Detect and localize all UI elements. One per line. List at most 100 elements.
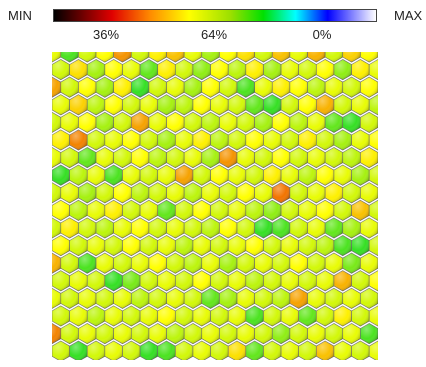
heatmap-cell-shade xyxy=(131,288,149,309)
heatmap-cell-shade xyxy=(298,94,317,115)
heatmap-cell-shade xyxy=(333,341,352,360)
heatmap-cell-shade xyxy=(157,341,176,360)
heatmap-cell-shade xyxy=(122,94,141,115)
heatmap-cell-shade xyxy=(166,147,185,168)
heatmap-cell-shade xyxy=(307,323,326,344)
heatmap-cell-shade xyxy=(237,253,255,274)
heatmap-cell-shade xyxy=(52,77,61,98)
heatmap-cell-shade xyxy=(351,235,370,256)
heatmap-cell-shade xyxy=(228,129,246,151)
heatmap-cell-shade xyxy=(237,112,255,133)
heatmap-cell-shade xyxy=(60,253,79,274)
heatmap-cell-shade xyxy=(351,129,370,151)
heatmap-cell-shade xyxy=(192,305,211,327)
heatmap-cell-shade xyxy=(69,59,88,80)
heatmap-cell-shade xyxy=(201,77,220,98)
heatmap-cell-shade xyxy=(219,253,238,274)
heatmap-cell-shade xyxy=(131,253,149,274)
heatmap-cell-shade xyxy=(140,341,158,360)
heatmap-cell-shade xyxy=(192,94,211,115)
heatmap-cell-shade xyxy=(96,323,114,344)
heatmap-cell-shade xyxy=(184,52,202,63)
heatmap-cell-shade xyxy=(148,147,167,168)
heatmap-cell-shade xyxy=(219,112,238,133)
heatmap-cell-shade xyxy=(201,52,220,63)
heatmap-cell-shade xyxy=(104,341,123,360)
heatmap-cell-shade xyxy=(78,182,97,203)
heatmap-cell-shade xyxy=(263,129,282,151)
heatmap-cell-shade xyxy=(228,235,246,256)
heatmap-cell-shade xyxy=(245,305,264,327)
heatmap-cell-shade xyxy=(104,129,123,151)
heatmap-cell-shade xyxy=(307,77,326,98)
heatmap-cell-shade xyxy=(369,59,378,80)
heatmap-cell-shade xyxy=(237,323,255,344)
heatmap-cell-shade xyxy=(122,165,141,186)
heatmap-cell-shade xyxy=(87,59,105,80)
heatmap-cell-shade xyxy=(325,77,343,98)
heatmap-cell-shade xyxy=(113,253,132,274)
legend-max-label: MAX xyxy=(394,8,423,23)
heatmap-cell-shade xyxy=(192,341,211,360)
heatmap-cell-shade xyxy=(60,323,79,344)
heatmap-cell-shade xyxy=(175,200,193,221)
heatmap-cell-shade xyxy=(192,165,211,186)
heatmap-cell-shade xyxy=(342,52,361,63)
heatmap-cell-shade xyxy=(316,270,334,291)
heatmap-cell-shade xyxy=(237,147,255,168)
heatmap-cell-shade xyxy=(360,77,378,98)
heatmap-cell-shade xyxy=(307,217,326,239)
heatmap-cell-shade xyxy=(192,235,211,256)
heatmap-cell-shade xyxy=(201,253,220,274)
heatmap-cell-shade xyxy=(69,165,88,186)
heatmap-cell-shade xyxy=(140,200,158,221)
heatmap-cell-shade xyxy=(298,129,317,151)
heatmap-cell-shade xyxy=(298,235,317,256)
color-scale-bar xyxy=(53,9,377,22)
heatmap-cell-shade xyxy=(254,147,273,168)
heatmap-cell-shade xyxy=(122,305,141,327)
heatmap-cell-shade xyxy=(78,112,97,133)
heatmap-cell-shade xyxy=(52,235,70,256)
heatmap-cell-shade xyxy=(60,112,79,133)
heatmap-cell-shade xyxy=(140,94,158,115)
heatmap-cell-shade xyxy=(140,59,158,80)
heatmap-cell-shade xyxy=(219,323,238,344)
heatmap-cell-shade xyxy=(272,253,290,274)
heatmap-cell-shade xyxy=(219,52,238,63)
heatmap-cell-shade xyxy=(113,288,132,309)
heatmap-cell-shade xyxy=(351,270,370,291)
heatmap-cell-shade xyxy=(219,217,238,239)
heatmap-cell-shade xyxy=(96,147,114,168)
heatmap-cell-shade xyxy=(281,129,299,151)
heatmap-cell-shade xyxy=(96,182,114,203)
heatmap-cell-shade xyxy=(245,94,264,115)
heatmap-cell-shade xyxy=(166,77,185,98)
heatmap-cell-shade xyxy=(184,112,202,133)
heatmap-cell-shade xyxy=(175,165,193,186)
heatmap-cell-shade xyxy=(60,52,79,63)
heatmap-cell-shade xyxy=(342,323,361,344)
heatmap-cell-shade xyxy=(263,165,282,186)
heatmap-cell-shade xyxy=(113,323,132,344)
heatmap-cell-shade xyxy=(52,147,61,168)
heatmap-cell-shade xyxy=(333,165,352,186)
heatmap-cell-shade xyxy=(281,200,299,221)
heatmap-cell-shade xyxy=(201,288,220,309)
heatmap-cell-shade xyxy=(87,305,105,327)
heatmap-cell-shade xyxy=(131,147,149,168)
heatmap-cell-shade xyxy=(157,94,176,115)
heatmap-cell-shade xyxy=(325,217,343,239)
heatmap-cell-shade xyxy=(369,305,378,327)
heatmap-cell-shade xyxy=(360,253,378,274)
heatmap-cell-shade xyxy=(360,112,378,133)
heatmap-cell-shade xyxy=(325,182,343,203)
heatmap-cell-shade xyxy=(201,112,220,133)
heatmap-cell-shade xyxy=(307,52,326,63)
heatmap-cell-shade xyxy=(69,341,88,360)
heatmap-cell-shade xyxy=(333,59,352,80)
heatmap-cell-shade xyxy=(52,94,70,115)
heatmap-cell-shade xyxy=(104,235,123,256)
heatmap-cell-shade xyxy=(272,217,290,239)
heatmap-cell-shade xyxy=(272,112,290,133)
